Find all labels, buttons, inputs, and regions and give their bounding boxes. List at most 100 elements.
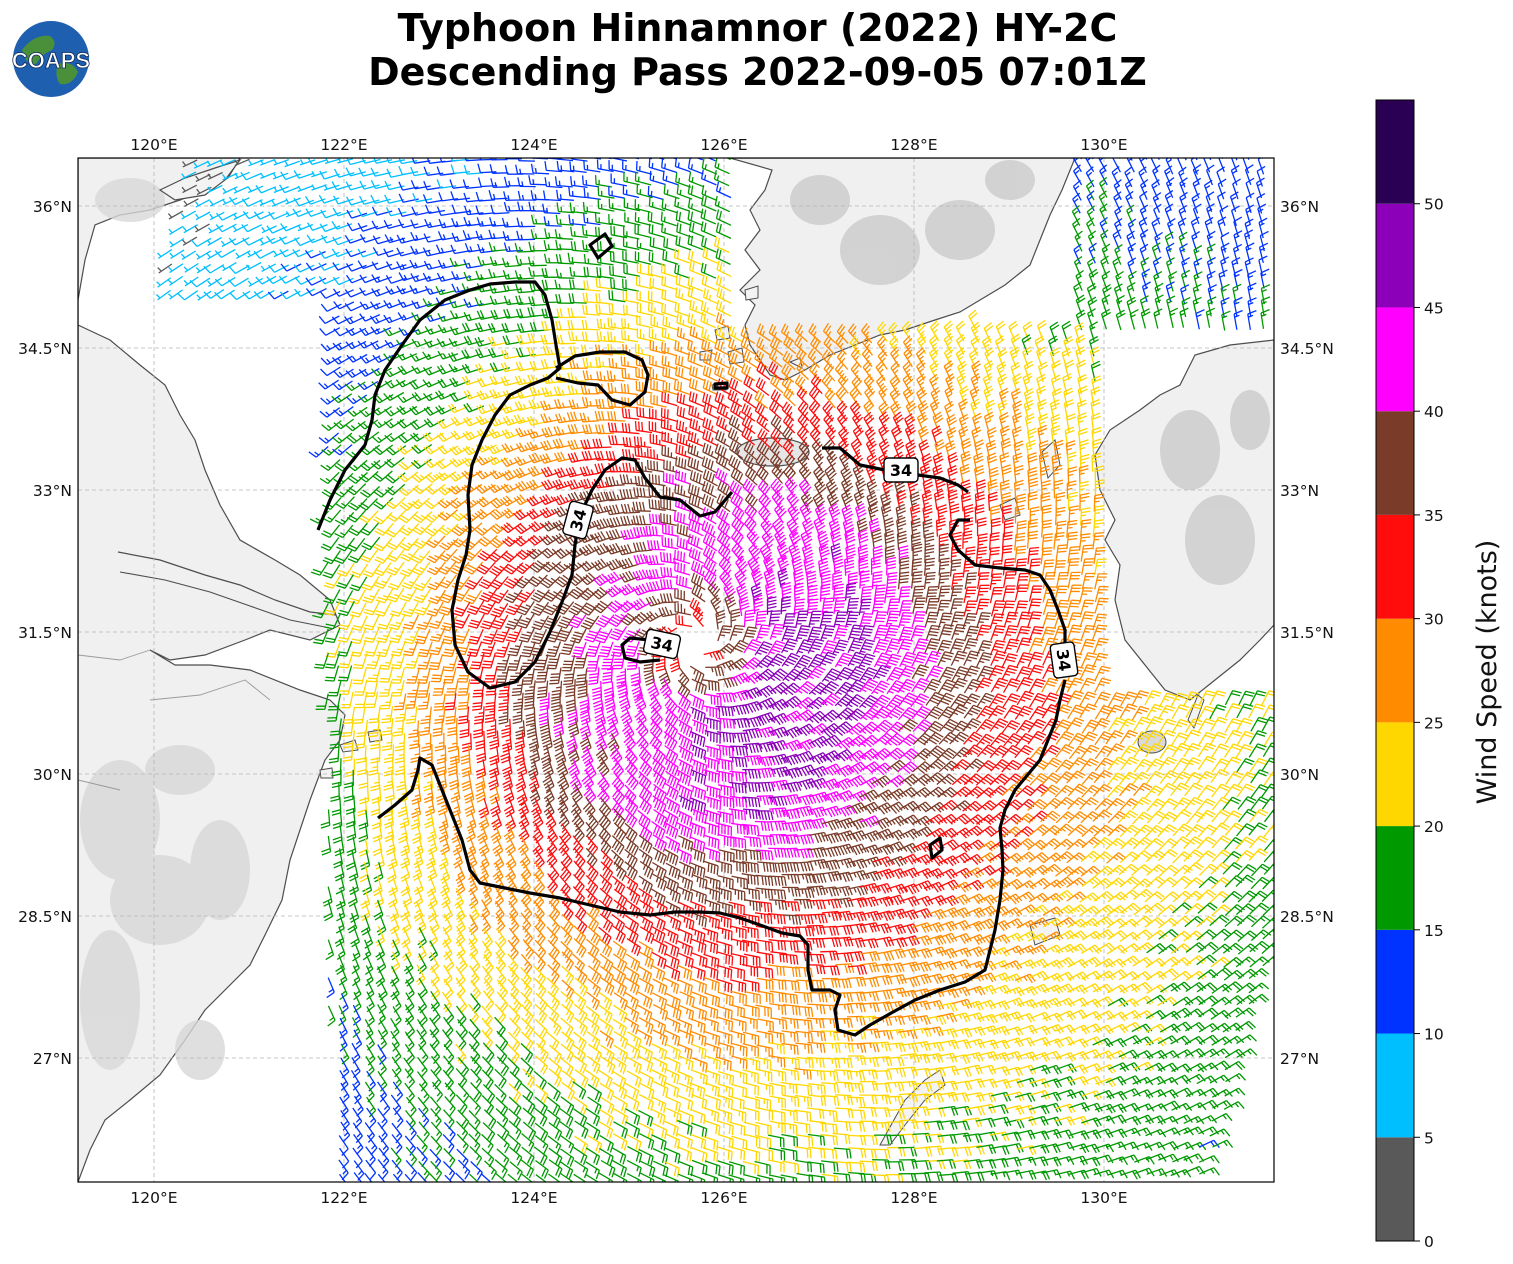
wind-barb bbox=[448, 497, 469, 509]
wind-barb bbox=[1074, 230, 1083, 252]
wind-barb bbox=[1061, 320, 1072, 342]
wind-barb bbox=[514, 401, 536, 412]
wind-barb bbox=[529, 386, 550, 397]
wind-barb bbox=[475, 415, 497, 426]
wind-barb bbox=[623, 171, 640, 186]
wind-barb bbox=[700, 195, 717, 212]
wind-barb bbox=[540, 466, 562, 478]
wind-barb bbox=[242, 237, 264, 246]
wind-barb bbox=[784, 476, 798, 498]
wind-barb bbox=[673, 380, 690, 396]
wind-barb bbox=[464, 576, 484, 590]
wind-barb bbox=[858, 653, 876, 669]
wind-barb bbox=[617, 544, 638, 556]
wind-barb bbox=[489, 389, 510, 399]
wind-barb bbox=[555, 214, 574, 226]
wind-barb bbox=[313, 628, 329, 645]
wind-barb bbox=[346, 394, 368, 405]
wind-barb bbox=[844, 582, 857, 601]
wind-barb bbox=[411, 561, 431, 576]
wind-barb bbox=[607, 317, 625, 330]
wind-barb bbox=[636, 263, 654, 277]
wind-barb bbox=[1068, 505, 1080, 524]
wind-barb bbox=[449, 257, 470, 268]
wind-barb bbox=[305, 262, 327, 271]
wind-barb bbox=[701, 480, 717, 499]
wind-barb bbox=[428, 654, 444, 671]
wind-barb bbox=[476, 377, 498, 388]
wind-barb bbox=[823, 335, 836, 356]
wind-barb bbox=[555, 601, 575, 615]
wind-barb bbox=[648, 328, 665, 343]
wind-barb bbox=[729, 401, 745, 420]
wind-barb bbox=[754, 610, 767, 628]
wind-barb bbox=[1244, 164, 1254, 186]
wind-barb bbox=[397, 365, 419, 376]
wind-barb bbox=[661, 275, 678, 291]
wind-barb bbox=[582, 201, 601, 214]
wind-barb bbox=[768, 348, 783, 368]
wind-barb bbox=[1157, 158, 1160, 160]
wind-barb bbox=[338, 600, 355, 617]
wind-barb bbox=[346, 222, 368, 232]
wind-barb bbox=[412, 511, 433, 524]
wind-barb bbox=[896, 516, 907, 537]
wind-barb bbox=[331, 220, 353, 230]
wind-barb bbox=[522, 668, 535, 685]
wind-barb bbox=[1139, 204, 1149, 226]
wind-barb bbox=[660, 566, 679, 579]
wind-barb bbox=[396, 394, 418, 404]
wind-barb bbox=[531, 615, 550, 631]
wind-barb bbox=[968, 348, 979, 370]
wind-barb bbox=[361, 576, 380, 591]
wind-barb bbox=[620, 503, 640, 514]
wind-barb bbox=[635, 160, 653, 175]
wind-barb bbox=[395, 379, 417, 388]
wind-barb bbox=[366, 666, 382, 683]
wind-barb bbox=[1079, 492, 1090, 512]
wind-barb bbox=[324, 627, 341, 644]
wind-barb bbox=[228, 196, 250, 206]
wind-barb bbox=[976, 640, 993, 656]
wind-barb bbox=[331, 248, 353, 258]
wind-barb bbox=[1066, 624, 1083, 641]
wind-barb bbox=[569, 202, 588, 214]
wind-barb bbox=[413, 535, 433, 549]
wind-barb bbox=[1152, 164, 1161, 186]
wind-barb bbox=[793, 654, 813, 669]
wind-barb bbox=[156, 277, 172, 288]
wind-barb bbox=[643, 610, 665, 622]
wind-barb bbox=[1195, 158, 1198, 161]
wind-barb bbox=[806, 570, 817, 591]
wind-barb bbox=[409, 497, 430, 510]
wind-barb bbox=[889, 387, 901, 409]
wind-barb bbox=[1232, 243, 1243, 265]
wind-barb bbox=[705, 666, 725, 677]
wind-barb bbox=[636, 315, 653, 329]
wind-barb bbox=[1001, 544, 1013, 563]
wind-barb bbox=[424, 285, 446, 295]
wind-barb bbox=[581, 424, 602, 435]
wind-barb bbox=[320, 537, 340, 551]
wind-barb bbox=[808, 400, 821, 421]
wind-barb bbox=[609, 265, 627, 279]
wind-barb bbox=[1066, 558, 1080, 576]
wind-barb bbox=[754, 641, 773, 656]
wind-barb bbox=[411, 158, 431, 164]
wind-barb bbox=[241, 224, 263, 233]
globe-icon: COAPS bbox=[11, 21, 91, 97]
wind-barb bbox=[700, 311, 716, 329]
wind-barb bbox=[539, 494, 561, 506]
wind-barb bbox=[424, 325, 446, 335]
wind-barb bbox=[867, 503, 879, 524]
wind-barb bbox=[501, 322, 522, 333]
wind-barb bbox=[1000, 437, 1012, 458]
wind-barb bbox=[1141, 268, 1151, 289]
wind-barb bbox=[373, 497, 394, 510]
wind-barb bbox=[195, 263, 211, 274]
wind-barb bbox=[1014, 532, 1026, 551]
wind-barb bbox=[1111, 165, 1120, 187]
wind-barb bbox=[567, 320, 586, 331]
wind-barb bbox=[911, 557, 923, 577]
wind-barb bbox=[595, 357, 614, 368]
